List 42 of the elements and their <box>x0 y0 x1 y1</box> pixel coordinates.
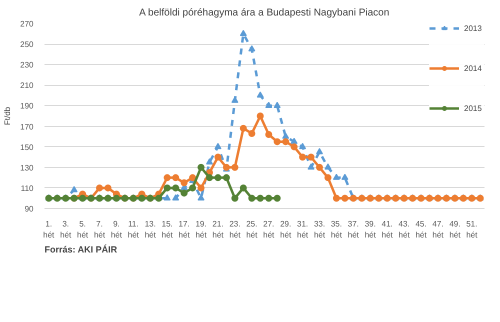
x-tick-label: 43. hét <box>398 220 410 240</box>
x-tick-label: 3. hét <box>60 220 72 240</box>
x-tick-label: 27. hét <box>263 220 276 240</box>
legend-label: 2013 <box>464 23 483 33</box>
y-tick-label: 170 <box>20 122 34 132</box>
x-tick-label: 1. hét <box>43 220 56 240</box>
x-tick-label: 17. hét <box>178 220 190 240</box>
y-tick-label: 270 <box>20 20 34 28</box>
x-tick-label: 41. hét <box>382 220 394 240</box>
y-tick-label: 230 <box>20 60 34 70</box>
y-tick-label: 130 <box>20 163 34 172</box>
x-tick-label: 19. hét <box>195 220 208 240</box>
x-tick-label: 13. hét <box>144 220 157 240</box>
x-tick-label: 47. hét <box>432 220 444 240</box>
text: Forrás: AKI PÁIR <box>44 244 118 254</box>
x-tick-label: 7. hét <box>94 220 106 240</box>
x-tick-label: 33. hét <box>314 220 326 240</box>
x-tick-label: 31. hét <box>297 220 309 240</box>
x-tick-label: 23. hét <box>229 220 242 240</box>
y-axis-title: Ft/db <box>3 106 12 126</box>
y-tick-label: 190 <box>20 102 34 111</box>
chart-title: A belföldi póréhagyma ára a Budapesti Nagybani Piacon <box>139 8 390 18</box>
y-tick-label: 210 <box>20 81 34 90</box>
legend-label: 2014 <box>464 63 483 73</box>
x-tick-label: 39. hét <box>364 220 377 240</box>
x-tick-label: 5. hét <box>77 220 89 240</box>
legend-label: 2015 <box>464 103 483 113</box>
x-tick-label: 21. hét <box>212 220 224 240</box>
x-tick-label: 25. hét <box>246 220 258 240</box>
x-tick-label: 45. hét <box>415 220 428 240</box>
x-tick-label: 15. hét <box>162 220 174 240</box>
x-tick-label: 51. hét <box>466 220 478 240</box>
y-tick-label: 150 <box>20 142 34 152</box>
x-tick-label: 11. hét <box>128 220 140 240</box>
x-tick-label: 29. hét <box>280 220 292 240</box>
y-tick-label: 250 <box>20 40 34 50</box>
x-tick-label: 9. hét <box>110 220 123 240</box>
y-tick-label: 110 <box>20 184 34 193</box>
x-tick-label: 35. hét <box>330 220 343 240</box>
x-tick-label: 37. hét <box>348 220 360 240</box>
x-tick-label: 49. hét <box>449 220 462 240</box>
y-tick-label: 90 <box>24 204 34 214</box>
